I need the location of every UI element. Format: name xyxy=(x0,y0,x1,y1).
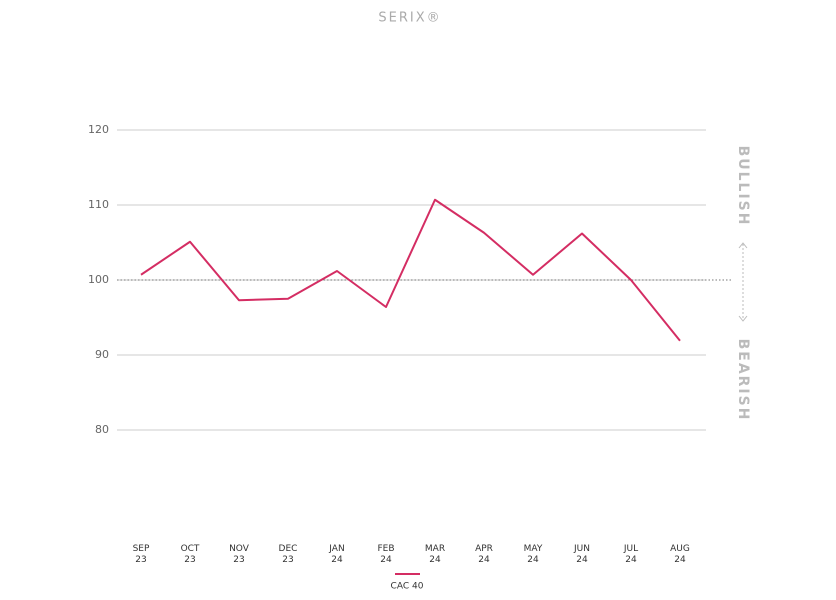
legend-label: CAC 40 xyxy=(391,582,424,592)
x-tick-label-line: 24 xyxy=(625,555,637,565)
x-tick-label-line: APR xyxy=(475,544,493,554)
x-tick-label: NOV 23 xyxy=(229,544,250,565)
x-tick-label-line: 23 xyxy=(184,555,195,565)
x-tick-label-line: 23 xyxy=(233,555,244,565)
direction-arrow xyxy=(738,242,748,322)
x-tick-label-line: 24 xyxy=(674,555,686,565)
x-tick-label-line: DEC xyxy=(279,544,298,554)
x-tick-label-line: OCT xyxy=(181,544,200,554)
x-tick-label: DEC 23 xyxy=(279,544,298,565)
x-tick-label: FEB 24 xyxy=(377,544,394,565)
x-tick-label-line: AUG xyxy=(670,544,690,554)
x-tick-label: MAY 24 xyxy=(524,544,543,565)
x-tick-label: AUG 24 xyxy=(670,544,690,565)
x-tick-label-line: 24 xyxy=(527,555,539,565)
x-tick-label-line: JUN xyxy=(573,544,590,554)
x-tick-label-line: NOV xyxy=(229,544,250,554)
x-tick-label-line: 23 xyxy=(135,555,146,565)
x-tick-label: APR 24 xyxy=(475,544,493,565)
y-tick-label: 120 xyxy=(88,123,109,136)
x-tick-label-line: 24 xyxy=(429,555,441,565)
x-tick-label-line: 24 xyxy=(380,555,392,565)
x-tick-label-line: JUL xyxy=(623,544,638,554)
x-tick-label: MAR 24 xyxy=(425,544,445,565)
x-tick-label: SEP 23 xyxy=(133,544,150,565)
bullish-label: BULLISH xyxy=(735,146,751,227)
x-tick-label-line: JAN xyxy=(328,544,344,554)
x-tick-label-line: SEP xyxy=(133,544,150,554)
bearish-label: BEARISH xyxy=(735,339,751,422)
x-tick-label: JUN 24 xyxy=(573,544,590,565)
x-tick-label: OCT 23 xyxy=(181,544,200,565)
x-tick-label-line: 24 xyxy=(331,555,343,565)
chart-title: SERIX® xyxy=(378,11,441,26)
x-tick-label-line: FEB xyxy=(377,544,394,554)
x-tick-label-line: 24 xyxy=(576,555,588,565)
x-tick-label-line: MAY xyxy=(524,544,543,554)
x-tick-label: JAN 24 xyxy=(328,544,344,565)
x-tick-label-line: MAR xyxy=(425,544,445,554)
x-tick-label-line: 23 xyxy=(282,555,293,565)
y-tick-label: 100 xyxy=(88,273,109,286)
x-tick-label-line: 24 xyxy=(478,555,490,565)
line-series xyxy=(140,198,681,342)
y-tick-label: 80 xyxy=(95,423,109,436)
y-tick-label: 110 xyxy=(88,198,109,211)
x-tick-label: JUL 24 xyxy=(623,544,638,565)
y-tick-label: 90 xyxy=(95,348,109,361)
